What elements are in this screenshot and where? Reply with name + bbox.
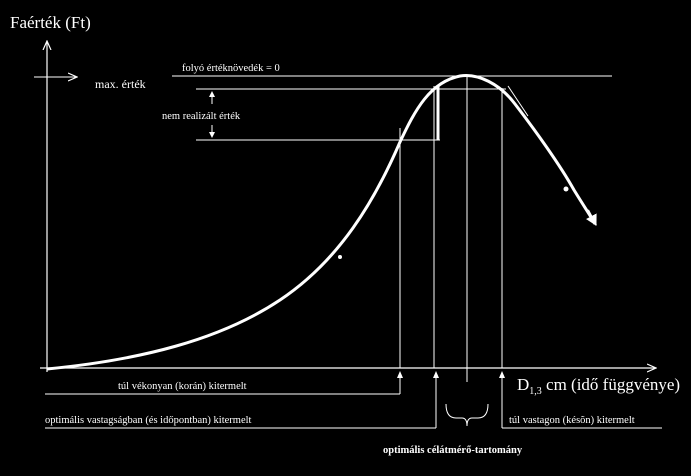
unrealized-label: nem realizált érték <box>162 111 241 122</box>
x-axis-title: D1,3 cm (idő függvénye) <box>517 375 680 397</box>
x-axis-title-rest: cm (idő függvénye) <box>542 375 680 394</box>
tangent-line <box>507 85 529 117</box>
leader-too-thick-arrowhead <box>499 371 505 378</box>
curve-end-arrow <box>586 209 597 226</box>
optimal-cut-label: optimális vastagságban (és időpontban) k… <box>45 415 252 426</box>
unrealized-arrowhead-bottom <box>209 132 215 138</box>
curve-point-descending <box>563 186 569 192</box>
optimal-range-brace <box>445 403 489 427</box>
x-axis-title-sub: 1,3 <box>529 386 542 397</box>
marginal-zero-label: folyó értéknövedék = 0 <box>182 63 280 74</box>
max-value-label: max. érték <box>95 77 146 91</box>
optimal-range-label: optimális célátmérő-tartomány <box>383 445 523 456</box>
leader-too-thin-arrowhead <box>397 371 403 378</box>
y-axis-title: Faérték (Ft) <box>10 13 91 32</box>
leader-optimal-arrowhead <box>433 371 439 378</box>
value-curve <box>46 74 597 371</box>
too-thick-label: túl vastagon (késõn) kitermelt <box>509 415 635 426</box>
curve-point-inflection <box>338 255 342 259</box>
x-axis-title-main: D <box>517 375 529 394</box>
unrealized-arrowhead-top <box>209 91 215 97</box>
too-thin-label: túl vékonyan (korán) kitermelt <box>118 381 247 392</box>
